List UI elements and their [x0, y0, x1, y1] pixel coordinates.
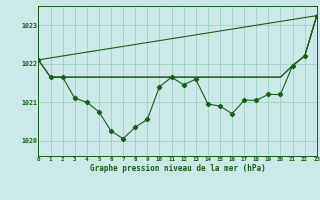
X-axis label: Graphe pression niveau de la mer (hPa): Graphe pression niveau de la mer (hPa) [90, 164, 266, 173]
